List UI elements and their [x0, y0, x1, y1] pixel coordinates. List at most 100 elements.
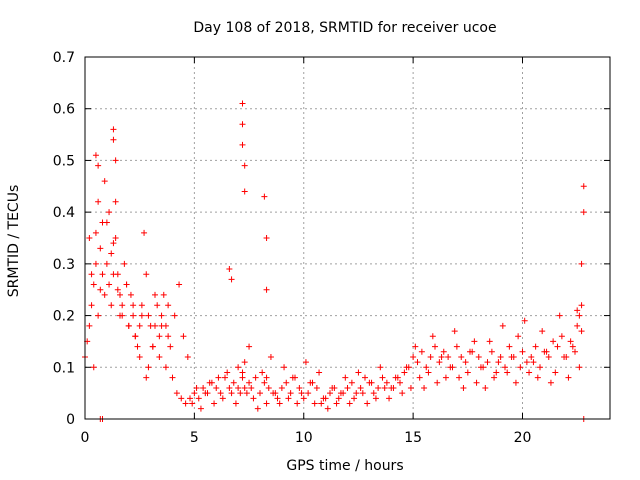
data-point	[545, 353, 552, 360]
data-point	[154, 302, 161, 309]
data-point	[195, 395, 202, 402]
data-point	[187, 395, 193, 402]
data-point	[95, 162, 102, 169]
data-point	[232, 400, 239, 407]
data-point	[257, 390, 263, 397]
data-point	[259, 369, 266, 376]
x-tick-label: 15	[404, 430, 422, 446]
x-tick-label: 0	[81, 430, 90, 446]
data-point	[158, 312, 165, 319]
data-point	[110, 136, 117, 143]
data-point	[114, 271, 121, 278]
data-point	[145, 312, 152, 319]
data-point	[101, 178, 108, 185]
data-point	[324, 405, 331, 412]
data-point	[106, 281, 113, 288]
data-point	[517, 364, 524, 371]
data-point	[138, 302, 145, 309]
data-point	[287, 390, 294, 397]
data-point	[132, 333, 139, 340]
data-point	[219, 395, 226, 402]
data-point	[263, 235, 270, 241]
data-point	[112, 235, 119, 241]
data-point	[117, 291, 123, 298]
data-point	[357, 384, 364, 391]
data-point	[160, 291, 167, 298]
data-point	[239, 369, 246, 376]
data-point	[97, 286, 104, 293]
data-point	[193, 384, 200, 391]
data-point	[482, 384, 489, 391]
data-point	[436, 359, 443, 366]
data-point	[445, 353, 452, 360]
data-point	[252, 374, 259, 381]
data-point	[239, 374, 246, 381]
data-point	[191, 390, 198, 397]
data-point	[460, 384, 467, 391]
data-point	[86, 235, 93, 241]
data-point	[285, 395, 292, 402]
data-point	[421, 384, 428, 391]
data-point	[499, 322, 506, 329]
data-point	[165, 302, 172, 309]
data-point	[97, 245, 104, 252]
data-point	[318, 400, 325, 407]
data-point	[427, 353, 434, 360]
data-point	[370, 390, 377, 397]
data-point	[477, 364, 484, 371]
data-point	[526, 369, 533, 376]
y-tick-label: 0.6	[53, 102, 75, 118]
y-axis-label: SRMTID / TECUs	[6, 185, 22, 298]
data-point	[377, 364, 384, 371]
data-point	[432, 343, 438, 350]
y-tick-label: 0.7	[53, 50, 75, 66]
data-point	[578, 328, 585, 335]
data-point	[423, 364, 430, 371]
x-axis-label: GPS time / hours	[286, 458, 403, 474]
data-point	[327, 390, 333, 397]
data-point	[362, 374, 368, 381]
data-point	[235, 384, 242, 391]
data-point	[130, 302, 137, 309]
data-point	[532, 343, 539, 350]
chart-title: Day 108 of 2018, SRMTID for receiver uco…	[193, 20, 496, 36]
data-point	[528, 353, 535, 360]
data-point	[534, 374, 541, 381]
data-point	[158, 322, 165, 329]
data-point	[453, 343, 460, 350]
data-point	[353, 390, 360, 397]
data-point	[569, 343, 576, 350]
data-point	[182, 400, 189, 407]
data-point	[543, 348, 550, 355]
data-point	[130, 312, 137, 319]
data-point	[283, 379, 290, 386]
plot-frame	[84, 56, 611, 420]
data-point	[162, 364, 169, 371]
data-point	[127, 291, 134, 298]
data-point	[278, 384, 285, 391]
data-point	[281, 364, 288, 371]
data-point	[263, 374, 270, 381]
data-point	[383, 379, 390, 386]
data-point	[394, 374, 401, 381]
data-point	[119, 302, 126, 309]
data-point	[152, 322, 158, 329]
data-point	[355, 369, 362, 376]
data-point	[241, 359, 248, 366]
data-point	[246, 379, 253, 386]
data-point	[486, 338, 493, 345]
data-point	[504, 369, 511, 376]
data-point	[438, 353, 445, 360]
data-point	[272, 390, 279, 397]
data-point	[578, 260, 585, 267]
data-point	[342, 374, 349, 381]
data-point	[180, 333, 187, 340]
data-point	[407, 384, 414, 391]
data-points	[82, 100, 587, 422]
data-point	[418, 348, 425, 355]
data-point	[329, 384, 336, 391]
data-point	[300, 395, 307, 402]
data-point	[399, 390, 406, 397]
data-point	[493, 369, 500, 376]
data-point	[248, 384, 255, 391]
